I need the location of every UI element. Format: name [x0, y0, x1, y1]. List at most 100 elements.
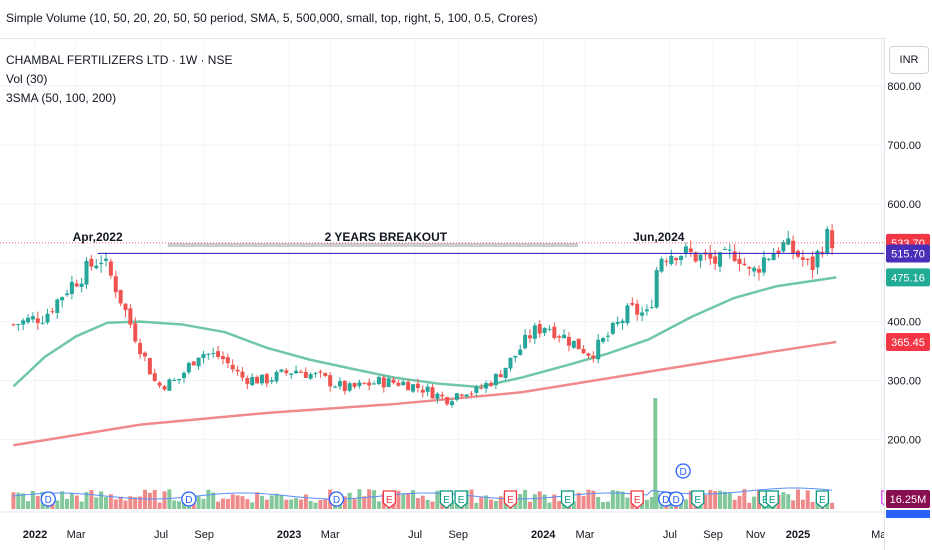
volume-bar — [791, 500, 796, 509]
price-scale[interactable] — [884, 38, 932, 550]
time-axis-tick: Jul — [408, 529, 422, 541]
candle-body — [225, 357, 230, 364]
candle-body — [713, 256, 718, 264]
candle-body — [727, 249, 732, 251]
candle-body — [683, 246, 688, 254]
candle-body — [30, 316, 35, 320]
volume-bar — [104, 497, 109, 509]
candle-body — [74, 283, 79, 287]
candle-body — [201, 354, 206, 359]
volume-bar — [269, 495, 274, 509]
volume-bar — [21, 493, 26, 509]
volume-bar — [362, 496, 367, 509]
candle-body — [800, 257, 805, 260]
candle-body — [16, 324, 21, 326]
dividend-icon: D — [181, 491, 197, 507]
volume-bar — [605, 501, 610, 509]
volume-bar — [162, 491, 167, 509]
volume-bar — [430, 501, 435, 509]
candle-body — [815, 250, 820, 268]
candle-body — [162, 386, 167, 390]
time-axis-tick: 2022 — [23, 529, 47, 541]
candle-body — [722, 248, 727, 250]
symbol-title[interactable]: CHAMBAL FERTILIZERS LTD · 1W · NSE — [6, 53, 233, 67]
volume-bar — [118, 496, 123, 509]
volume-bar — [206, 489, 211, 509]
volume-bar — [591, 490, 596, 509]
volume-bar — [250, 502, 255, 509]
candle-body — [191, 361, 196, 366]
candle-body — [664, 260, 669, 262]
candle-body — [274, 371, 279, 382]
time-axis-tick: Mar — [67, 529, 86, 541]
candle-body — [420, 389, 425, 393]
candle-body — [391, 379, 396, 383]
volume-bar — [108, 494, 113, 509]
candle-body — [303, 371, 308, 378]
sma-legend[interactable]: 3SMA (50, 100, 200) — [6, 91, 117, 105]
volume-bar — [810, 502, 815, 509]
svg-text:D: D — [185, 495, 192, 506]
earnings-icon: E — [881, 490, 884, 506]
candle-body — [381, 377, 386, 388]
candle-body — [26, 317, 31, 323]
candle-body — [669, 255, 674, 265]
volume-bar — [342, 496, 347, 509]
dividend-icon: D — [40, 491, 56, 507]
time-axis-tick: Sep — [194, 529, 214, 541]
volume-bar — [74, 495, 79, 509]
volume-bar — [94, 497, 99, 509]
volume-bar — [703, 494, 708, 509]
volume-bar — [474, 502, 479, 509]
candle-body — [527, 335, 532, 339]
candle-body — [323, 373, 328, 376]
svg-text:E: E — [769, 495, 776, 506]
volume-bar — [493, 500, 498, 509]
candle-body — [337, 381, 342, 387]
time-axis-tick: Sep — [448, 529, 468, 541]
candle-body — [586, 353, 591, 356]
sma-50-line — [12, 276, 837, 389]
time-axis-tick: 2024 — [531, 529, 556, 541]
volume-bar — [376, 501, 381, 509]
candle-body — [181, 372, 186, 379]
volume-bar — [60, 491, 65, 509]
candle-body — [688, 248, 693, 253]
candle-body — [50, 311, 55, 313]
candle-body — [786, 238, 791, 245]
volume-bar — [688, 490, 693, 509]
svg-text:D: D — [680, 467, 687, 478]
volume-bar — [796, 489, 800, 509]
candle-body — [542, 327, 547, 334]
volume-bar — [69, 493, 74, 509]
svg-text:E: E — [762, 495, 769, 506]
volume-bar — [294, 497, 299, 509]
candle-body — [591, 355, 596, 359]
candle-body — [108, 261, 113, 276]
candle-body — [289, 373, 294, 375]
candle-body — [352, 382, 357, 387]
candle-body — [469, 393, 474, 395]
volume-bar — [586, 489, 591, 509]
volume-bar — [450, 500, 455, 509]
volume-bar — [196, 496, 201, 509]
candle-body — [357, 382, 362, 387]
candle-body — [484, 383, 489, 389]
volume-bar — [177, 501, 182, 509]
volume-legend[interactable]: Vol (30) — [6, 72, 48, 86]
candle-body — [206, 353, 211, 355]
currency-button[interactable]: INR — [889, 46, 929, 74]
candle-body — [347, 383, 352, 391]
earnings-icon: E — [560, 490, 575, 509]
candle-body — [128, 308, 133, 325]
candle-body — [488, 383, 493, 386]
volume-bar — [167, 489, 172, 509]
candle-body — [367, 382, 372, 386]
chart-legend: CHAMBAL FERTILIZERS LTD · 1W · NSE Vol (… — [6, 51, 232, 108]
candle-body — [757, 268, 762, 273]
indicator-settings-text[interactable]: Simple Volume (10, 50, 20, 20, 50, 50 pe… — [6, 11, 538, 25]
candle-body — [425, 386, 430, 392]
candle-body — [401, 381, 406, 386]
volume-bar — [601, 502, 606, 509]
